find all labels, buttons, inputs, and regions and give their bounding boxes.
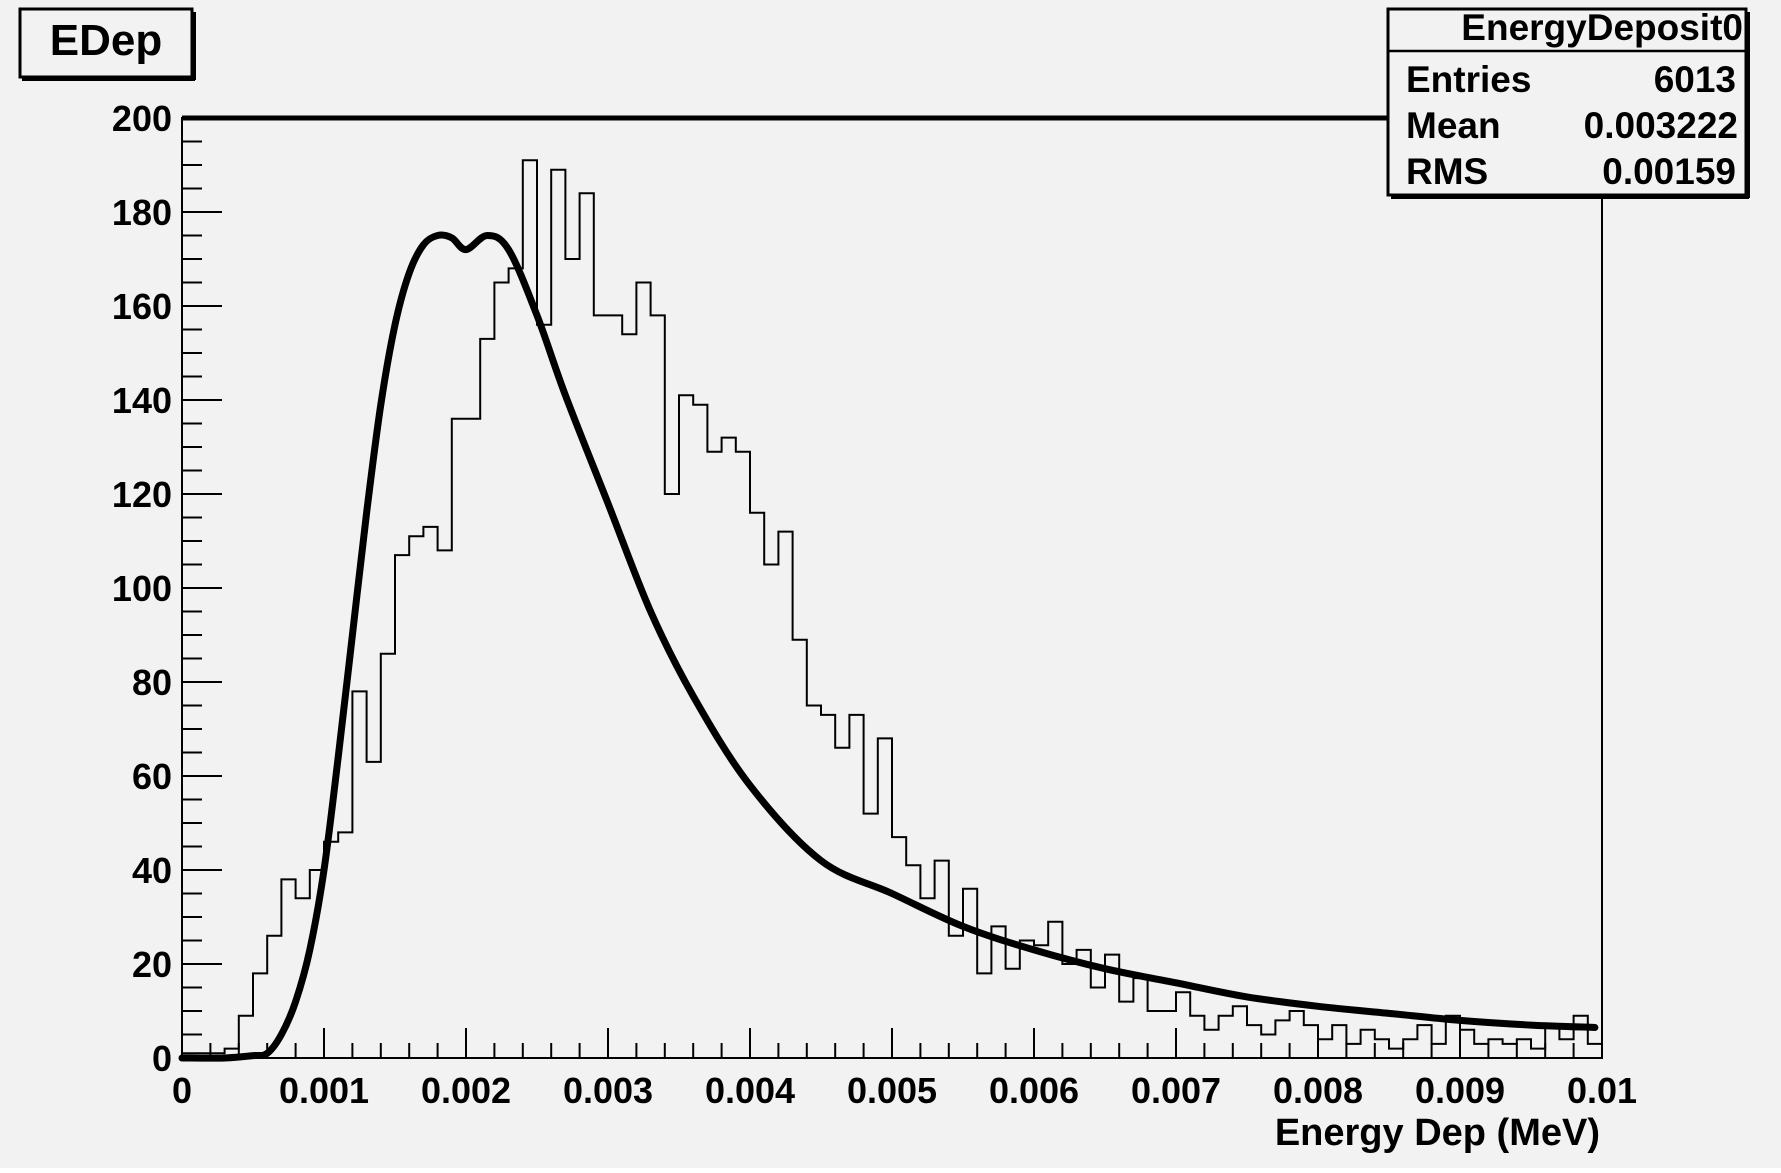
y-tick-label: 60 <box>132 756 172 797</box>
x-tick-label: 0.004 <box>705 1070 795 1111</box>
stats-rms-value: 0.00159 <box>1602 151 1736 192</box>
y-tick-label: 80 <box>132 662 172 703</box>
x-tick-label: 0.003 <box>563 1070 653 1111</box>
stats-mean-label: Mean <box>1406 105 1501 146</box>
stats-mean-value: 0.003222 <box>1584 105 1738 146</box>
title-box-frame <box>18 7 194 79</box>
stats-box: EnergyDeposit0 Entries 6013 Mean 0.00322… <box>1386 7 1750 199</box>
stats-entries-label: Entries <box>1406 59 1531 100</box>
stats-entries-value: 6013 <box>1654 59 1736 100</box>
x-tick-label: 0.005 <box>847 1070 937 1111</box>
x-tick-label: 0 <box>172 1070 192 1111</box>
x-tick-label: 0.006 <box>989 1070 1079 1111</box>
y-axis: 0 20 40 60 80 100 120 140 160 180 200 <box>112 98 222 1079</box>
plot-series <box>178 159 1602 1062</box>
x-axis: 0 0.001 0.002 0.003 0.004 0.005 0.006 0.007 0.00… <box>172 1028 1637 1111</box>
x-tick-label: 0.01 <box>1567 1070 1637 1111</box>
y-tick-label: 200 <box>112 98 172 139</box>
title-box-label: EDep <box>50 16 162 65</box>
x-tick-label: 0.008 <box>1273 1070 1363 1111</box>
y-tick-label: 180 <box>112 192 172 233</box>
x-tick-label: 0.007 <box>1131 1070 1221 1111</box>
title-box: EDep <box>18 7 196 81</box>
x-tick-label: 0.001 <box>279 1070 369 1111</box>
y-tick-label: 20 <box>132 944 172 985</box>
stats-box-frame <box>1386 7 1748 197</box>
histogram-outline <box>182 159 1602 1055</box>
y-tick-label: 160 <box>112 286 172 327</box>
x-axis-title: Energy Dep (MeV) <box>1275 1112 1600 1154</box>
stats-box-name: EnergyDeposit0 <box>1461 7 1743 48</box>
y-tick-label: 100 <box>112 568 172 609</box>
stats-rms-label: RMS <box>1406 151 1488 192</box>
y-tick-label: 0 <box>152 1038 172 1079</box>
y-tick-label: 140 <box>112 380 172 421</box>
x-tick-label: 0.002 <box>421 1070 511 1111</box>
y-tick-label: 40 <box>132 850 172 891</box>
fit-curve <box>178 231 1599 1062</box>
x-tick-label: 0.009 <box>1415 1070 1505 1111</box>
y-tick-label: 120 <box>112 474 172 515</box>
